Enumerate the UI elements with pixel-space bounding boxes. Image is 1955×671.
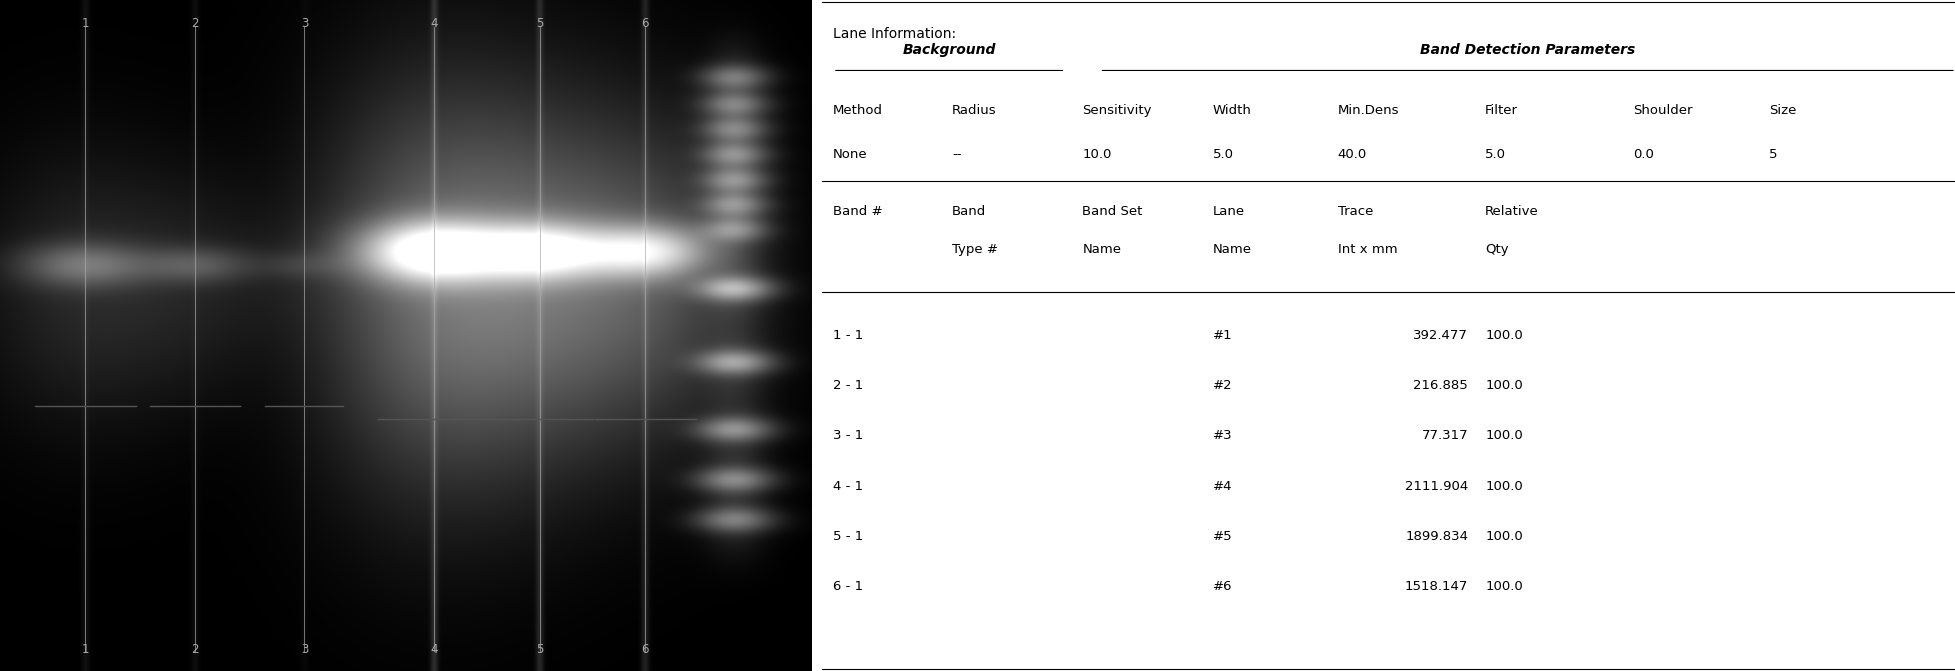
Text: 0.0: 0.0 bbox=[1632, 148, 1652, 160]
Text: Name: Name bbox=[1212, 243, 1251, 256]
Text: Name: Name bbox=[1081, 243, 1120, 256]
Text: 1: 1 bbox=[82, 17, 88, 30]
Text: Qty: Qty bbox=[1484, 243, 1507, 256]
Text: 1899.834: 1899.834 bbox=[1404, 530, 1468, 543]
Text: Filter: Filter bbox=[1484, 104, 1517, 117]
Text: --: -- bbox=[952, 148, 962, 160]
Text: 3: 3 bbox=[301, 17, 309, 30]
Text: 1: 1 bbox=[82, 643, 88, 656]
Text: Lane: Lane bbox=[1212, 205, 1245, 217]
Text: 100.0: 100.0 bbox=[1484, 530, 1523, 543]
Text: 6 - 1: 6 - 1 bbox=[833, 580, 862, 593]
Text: 100.0: 100.0 bbox=[1484, 480, 1523, 493]
Text: #4: #4 bbox=[1212, 480, 1232, 493]
Text: 5 - 1: 5 - 1 bbox=[833, 530, 862, 543]
Text: Radius: Radius bbox=[952, 104, 997, 117]
Text: Band Detection Parameters: Band Detection Parameters bbox=[1419, 43, 1634, 57]
Text: 40.0: 40.0 bbox=[1337, 148, 1367, 160]
Text: #2: #2 bbox=[1212, 379, 1232, 392]
Text: 100.0: 100.0 bbox=[1484, 329, 1523, 342]
Text: 2 - 1: 2 - 1 bbox=[833, 379, 862, 392]
Text: 100.0: 100.0 bbox=[1484, 379, 1523, 392]
Text: Trace: Trace bbox=[1337, 205, 1372, 217]
Text: 100.0: 100.0 bbox=[1484, 429, 1523, 442]
Text: 216.885: 216.885 bbox=[1413, 379, 1468, 392]
Text: 2111.904: 2111.904 bbox=[1404, 480, 1468, 493]
Text: Min.Dens: Min.Dens bbox=[1337, 104, 1398, 117]
Text: #5: #5 bbox=[1212, 530, 1232, 543]
Text: #3: #3 bbox=[1212, 429, 1232, 442]
Text: 10.0: 10.0 bbox=[1081, 148, 1110, 160]
Text: 77.317: 77.317 bbox=[1421, 429, 1468, 442]
Text: 5.0: 5.0 bbox=[1212, 148, 1234, 160]
Text: Background: Background bbox=[901, 43, 995, 57]
Text: 4 - 1: 4 - 1 bbox=[833, 480, 862, 493]
Text: #6: #6 bbox=[1212, 580, 1232, 593]
Text: Sensitivity: Sensitivity bbox=[1081, 104, 1151, 117]
Text: Method: Method bbox=[833, 104, 882, 117]
Text: Size: Size bbox=[1767, 104, 1795, 117]
Text: 5: 5 bbox=[536, 17, 543, 30]
Text: 6: 6 bbox=[641, 17, 649, 30]
Text: 4: 4 bbox=[430, 17, 438, 30]
Text: 3 - 1: 3 - 1 bbox=[833, 429, 862, 442]
Text: 5: 5 bbox=[536, 643, 543, 656]
Text: 4: 4 bbox=[430, 643, 438, 656]
Text: Width: Width bbox=[1212, 104, 1251, 117]
Text: Int x mm: Int x mm bbox=[1337, 243, 1396, 256]
Text: Band: Band bbox=[952, 205, 985, 217]
Text: 1 - 1: 1 - 1 bbox=[833, 329, 862, 342]
Text: 6: 6 bbox=[641, 643, 649, 656]
Text: Band Set: Band Set bbox=[1081, 205, 1142, 217]
Text: #1: #1 bbox=[1212, 329, 1232, 342]
Text: None: None bbox=[833, 148, 868, 160]
Text: 1518.147: 1518.147 bbox=[1404, 580, 1468, 593]
Text: 5: 5 bbox=[1767, 148, 1777, 160]
Text: Type #: Type # bbox=[952, 243, 997, 256]
Text: Relative: Relative bbox=[1484, 205, 1539, 217]
Text: Band #: Band # bbox=[833, 205, 882, 217]
Text: 100.0: 100.0 bbox=[1484, 580, 1523, 593]
Text: 3: 3 bbox=[301, 643, 309, 656]
Text: 2: 2 bbox=[192, 643, 199, 656]
Text: 392.477: 392.477 bbox=[1413, 329, 1468, 342]
Text: Shoulder: Shoulder bbox=[1632, 104, 1691, 117]
Text: 5.0: 5.0 bbox=[1484, 148, 1505, 160]
Text: Lane Information:: Lane Information: bbox=[833, 27, 956, 41]
Text: 2: 2 bbox=[192, 17, 199, 30]
